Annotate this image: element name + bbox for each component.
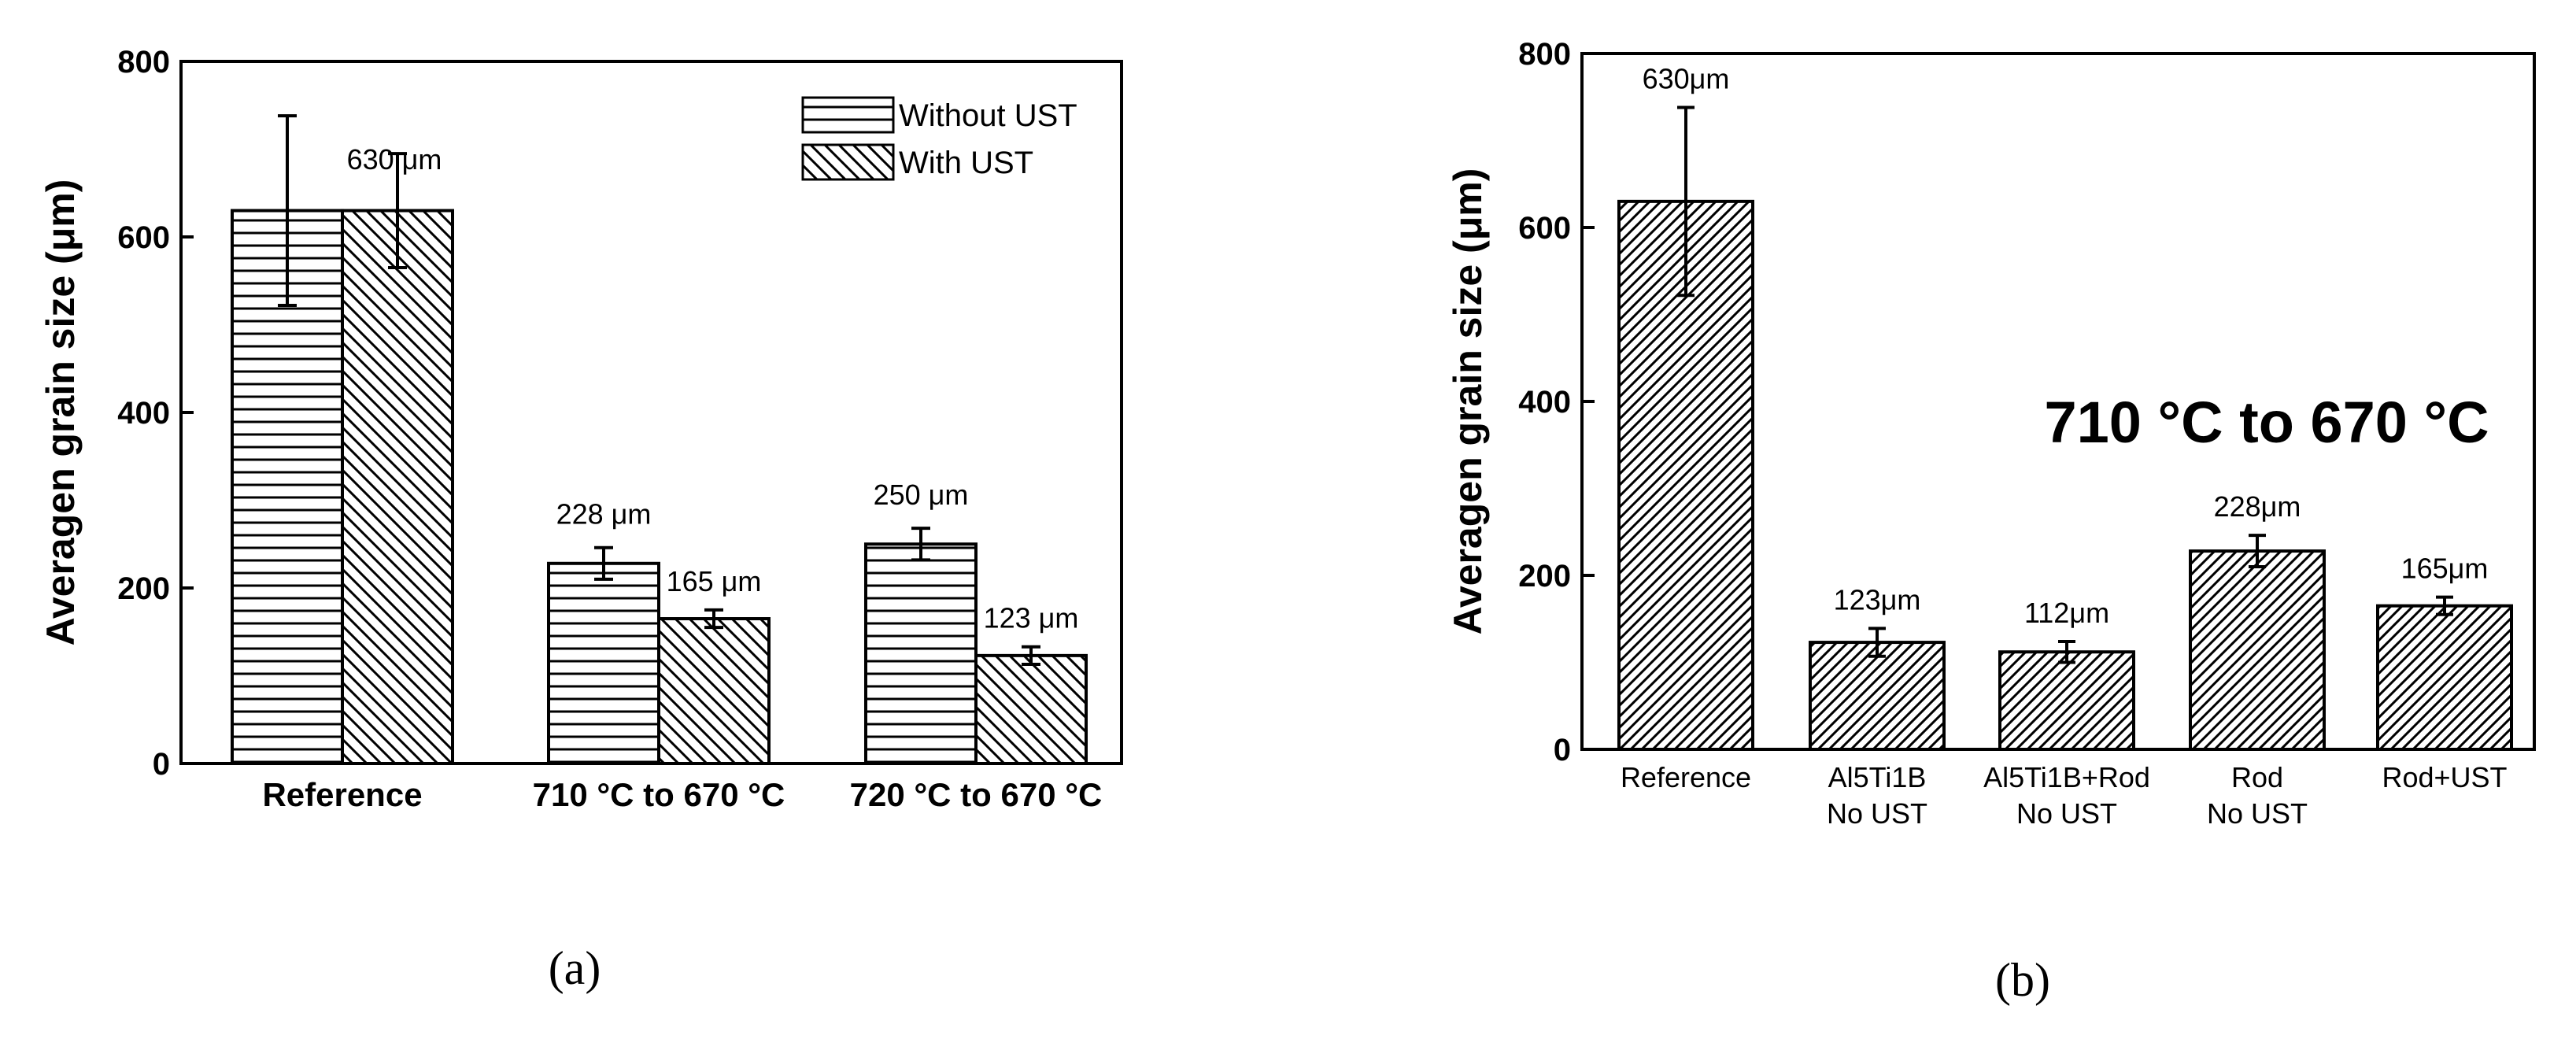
y-tick-label: 400	[117, 396, 170, 431]
x-tick-label-reference: Reference	[1621, 761, 1751, 793]
y-tick-label: 600	[117, 220, 170, 255]
x-tick-label-710-c-to-670-c: 710 °C to 670 °C	[533, 776, 785, 813]
bar-value-label: 123μm	[1834, 583, 1921, 616]
y-ticks-a: 0 200 400 600 800	[117, 45, 194, 782]
x-tick-label-no-ust: No UST	[2207, 797, 2308, 830]
x-tick-label-720-c-to-670-c: 720 °C to 670 °C	[850, 776, 1103, 813]
y-tick-label: 400	[1518, 385, 1571, 420]
y-tick-label: 0	[1554, 733, 1571, 767]
y-tick-label: 800	[117, 45, 170, 79]
x-tick-label-rod: Rod	[2231, 761, 2283, 793]
legend-label-without-ust: Without UST	[899, 98, 1077, 133]
y-ticks-b: 0 200 400 600 800	[1518, 37, 1595, 767]
x-tick-label-rod-ust: Rod+UST	[2382, 761, 2507, 793]
y-axis-label-a: Averagen grain size (μm)	[39, 179, 83, 646]
panel-label-a: (a)	[549, 942, 601, 994]
x-tick-labels-b: Reference Al5Ti1B No UST Al5Ti1B+Rod No UST R…	[1621, 761, 2508, 830]
legend-label-with-ust: With UST	[899, 146, 1033, 180]
x-tick-label-no-ust: No UST	[2016, 797, 2117, 830]
bar-value-label: 250 μm	[874, 479, 969, 511]
bar-value-label: 630 μm	[347, 143, 442, 176]
bar-value-labels-b: 630μm 123μm 112μm 228μm 165μm	[1643, 63, 2489, 629]
bar-value-label: 112μm	[2024, 597, 2109, 629]
bar-with-ust-720-c-to-670-c	[974, 653, 1088, 765]
bar-value-label: 228 μm	[556, 498, 652, 531]
bar-al5ti1b-no-ust	[1809, 641, 1946, 752]
bar-value-label: 228μm	[2214, 490, 2301, 523]
y-tick-label: 200	[117, 571, 170, 606]
legend-a: Without UST With UST	[801, 96, 1077, 181]
legend-item-with-ust: With UST	[801, 143, 1033, 181]
bar-al5ti1b-rod-no-ust	[1998, 650, 2135, 751]
bar-value-label: 165 μm	[667, 565, 762, 597]
y-tick-label: 800	[1518, 37, 1571, 72]
bar-rod-no-ust	[2189, 549, 2326, 751]
y-tick-label: 200	[1518, 559, 1571, 593]
x-tick-label-no-ust: No UST	[1827, 797, 1927, 830]
y-tick-label: 600	[1518, 211, 1571, 246]
bar-with-ust-710-c-to-670-c	[657, 617, 771, 766]
legend-swatch-horizontal	[801, 96, 895, 134]
x-tick-labels-a: Reference 710 °C to 670 °C 720 °C to 670 °…	[262, 776, 1102, 813]
bar-value-label: 123 μm	[984, 602, 1079, 634]
bar-without-ust-720-c-to-670-c	[864, 542, 978, 765]
legend-swatch-diagonal	[801, 143, 895, 181]
bar-value-labels-a: 630 μm 228 μm 165 μm 250 μm 123 μm	[347, 143, 1079, 634]
x-tick-label-al5ti1b: Al5Ti1B	[1828, 761, 1927, 793]
panel-label-b: (b)	[1995, 954, 2050, 1006]
bar-value-label: 630μm	[1643, 63, 1730, 95]
temperature-annotation: 710 °C to 670 °C	[2044, 390, 2489, 455]
legend-item-without-ust: Without UST	[801, 96, 1077, 134]
error-bars-b	[1677, 105, 2453, 664]
error-bars-a	[278, 114, 1040, 667]
y-axis-label-b: Averagen grain size (μm)	[1446, 168, 1490, 635]
chart-panel-b: 0 200 400 600 800 Reference Al5Ti1B No UST Al5T…	[1446, 37, 2536, 1006]
chart-panel-a: 0 200 400 600 800 Reference 710 °C to 670 °C 7…	[39, 45, 1123, 994]
bar-value-label: 165μm	[2401, 553, 2489, 585]
bar-rod-ust	[2376, 604, 2513, 751]
y-tick-label: 0	[153, 747, 170, 782]
bars-b	[1617, 199, 2513, 752]
x-tick-label-reference: Reference	[262, 776, 422, 813]
x-tick-label-al5ti1b-rod: Al5Ti1B+Rod	[1983, 761, 2150, 793]
bar-with-ust-reference	[341, 209, 454, 765]
bar-without-ust-710-c-to-670-c	[547, 561, 660, 766]
